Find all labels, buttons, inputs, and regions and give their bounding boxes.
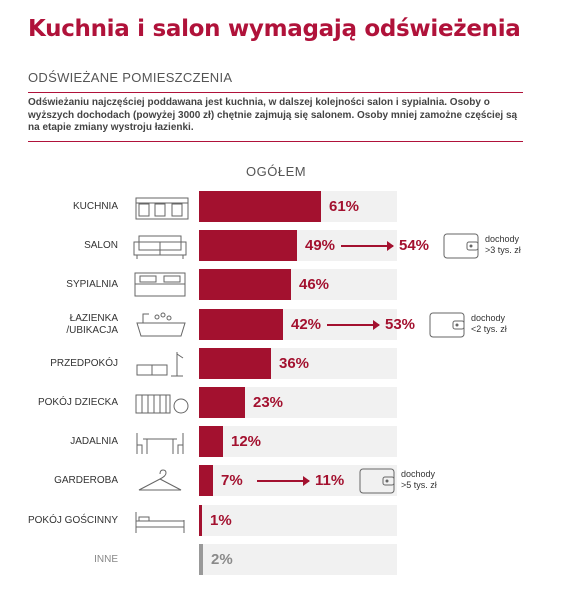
category-label: ŁAZIENKA/UBIKACJA [0,313,118,337]
section-heading: ODŚWIEŻANE POMIESZCZENIA [28,70,233,85]
group-label: OGÓŁEM [246,164,307,179]
segment-value: 53% [385,315,416,333]
data-label: 7% [221,472,243,490]
income-note: dochody >3 tys. zł [485,234,521,256]
category-label: SYPIALNIA [66,279,118,291]
income-note-line: >3 tys. zł [485,245,521,256]
bar [199,504,202,536]
hanger-icon [138,469,182,491]
category-label: PRZEDPOKÓJ [50,357,118,369]
kitchen-icon [135,197,189,220]
bar-track [199,426,397,458]
category-label: JADALNIA [70,436,118,448]
bathtub-icon [136,312,186,337]
income-note: dochody <2 tys. zł [471,313,507,335]
income-note-line: >5 tys. zł [401,480,437,491]
arrow [341,241,394,252]
category-label: INNE [94,553,118,565]
wallet-icon [359,468,395,494]
bar [199,191,321,222]
dining-table-icon [136,433,184,455]
category-label: POKÓJ DZIECKA [37,397,118,408]
bar [199,426,223,458]
page-title: Kuchnia i salon wymagają odświeżenia [28,16,521,42]
data-label: 2% [211,550,233,568]
bar [199,347,271,379]
guest-bed-icon [135,511,185,533]
income-note-line: <2 tys. zł [471,323,507,334]
data-label: 61% [329,198,360,215]
segment-value: 54% [399,237,430,255]
divider-bottom [28,141,523,142]
data-label: 49% [305,237,336,255]
category-label-line: ŁAZIENKA [69,312,118,324]
sofa-icon [133,235,187,260]
bar-track [199,504,397,536]
bar [199,387,245,418]
bar [199,230,297,262]
data-label: 36% [279,354,310,372]
bed-icon [134,272,186,297]
arrow [257,476,310,487]
income-note-line: dochody [485,234,520,245]
income-note-line: dochody [471,312,506,323]
data-label: 23% [253,394,284,411]
category-label: SALON [84,240,118,252]
category-label: POKÓJ GOŚCINNY [27,514,118,526]
segment-value: 11% [315,472,345,490]
data-label: 12% [231,433,262,451]
data-label: 42% [291,315,322,333]
bar [199,269,291,301]
description: Odświeżaniu najczęściej poddawana jest k… [28,97,518,133]
category-label-line: /UBIKACJA [66,324,118,336]
wallet-icon [429,312,465,338]
category-label: KUCHNIA [72,201,118,212]
bar [199,543,203,575]
arrow [327,319,380,330]
bar [199,465,213,497]
wallet-icon [443,233,479,259]
data-label: 46% [299,276,330,294]
bar [199,308,283,340]
divider-top [28,92,523,93]
income-note: dochody >5 tys. zł [401,469,437,491]
crib-icon [135,394,189,414]
category-label: GARDEROBA [54,475,118,487]
bar-track [199,543,397,575]
income-note-line: dochody [401,469,436,480]
hallway-icon [136,351,184,377]
data-label: 1% [210,511,232,529]
